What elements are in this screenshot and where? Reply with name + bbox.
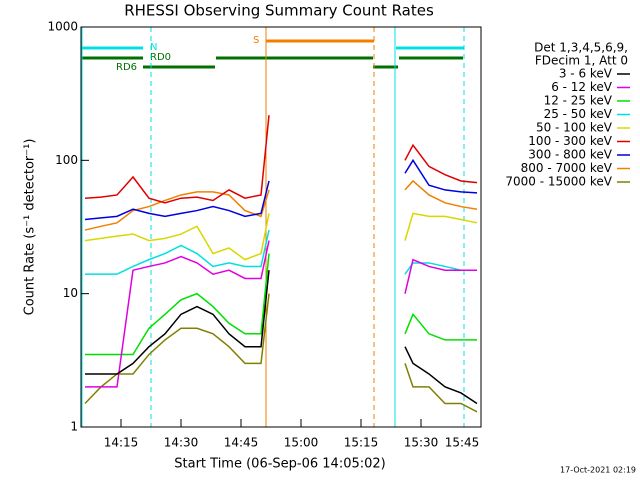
saa-label: S (253, 35, 259, 46)
x-axis-label: Start Time (06-Sep-06 14:05:02) (174, 457, 385, 472)
legend-label: 7000 - 15000 keV (505, 175, 612, 189)
series-line (84, 115, 478, 204)
legend-header: FDecim 1, Att 0 (535, 54, 628, 68)
rd6-label: RD6 (116, 62, 137, 73)
y-tick-label: 1 (70, 420, 78, 434)
y-tick-label: 1000 (47, 20, 78, 34)
y-tick-label: 10 (63, 286, 78, 300)
rd0-label: RD0 (150, 52, 171, 63)
y-tick-label: 100 (55, 153, 78, 167)
x-tick-label: 15:15 (344, 436, 379, 450)
x-tick-label: 14:30 (164, 436, 199, 450)
legend-label: 6 - 12 keV (551, 80, 613, 94)
legend-label: 800 - 7000 keV (521, 161, 613, 175)
plot-frame (80, 26, 482, 428)
x-tick-label: 14:15 (104, 436, 139, 450)
legend-label: 50 - 100 keV (536, 121, 613, 135)
x-tick-label: 15:45 (445, 436, 480, 450)
legend-label: 25 - 50 keV (544, 107, 613, 121)
legend-label: 300 - 800 keV (528, 148, 612, 162)
legend-header: Det 1,3,4,5,6,9, (534, 41, 628, 55)
state-bars (82, 39, 464, 69)
footer: 17-Oct-2021 02:19 (560, 466, 636, 475)
y-axis-label: Count Rate (s⁻¹ detector⁻¹) (23, 139, 38, 316)
series-line (85, 240, 477, 388)
legend-label: 3 - 6 keV (559, 67, 613, 81)
x-tick-label: 15:30 (404, 436, 439, 450)
series-line (84, 179, 478, 231)
series-line (84, 158, 478, 221)
x-tick-label: 15:00 (284, 436, 319, 450)
series-line (85, 253, 477, 356)
legend-label: 100 - 300 keV (528, 134, 612, 148)
legend-label: 12 - 25 keV (544, 94, 613, 108)
night-label: N (150, 42, 157, 53)
x-tick-label: 14:45 (224, 436, 259, 450)
chart-title: RHESSI Observing Summary Count Rates (124, 2, 434, 20)
series-line (84, 212, 478, 261)
series-line (85, 270, 478, 405)
